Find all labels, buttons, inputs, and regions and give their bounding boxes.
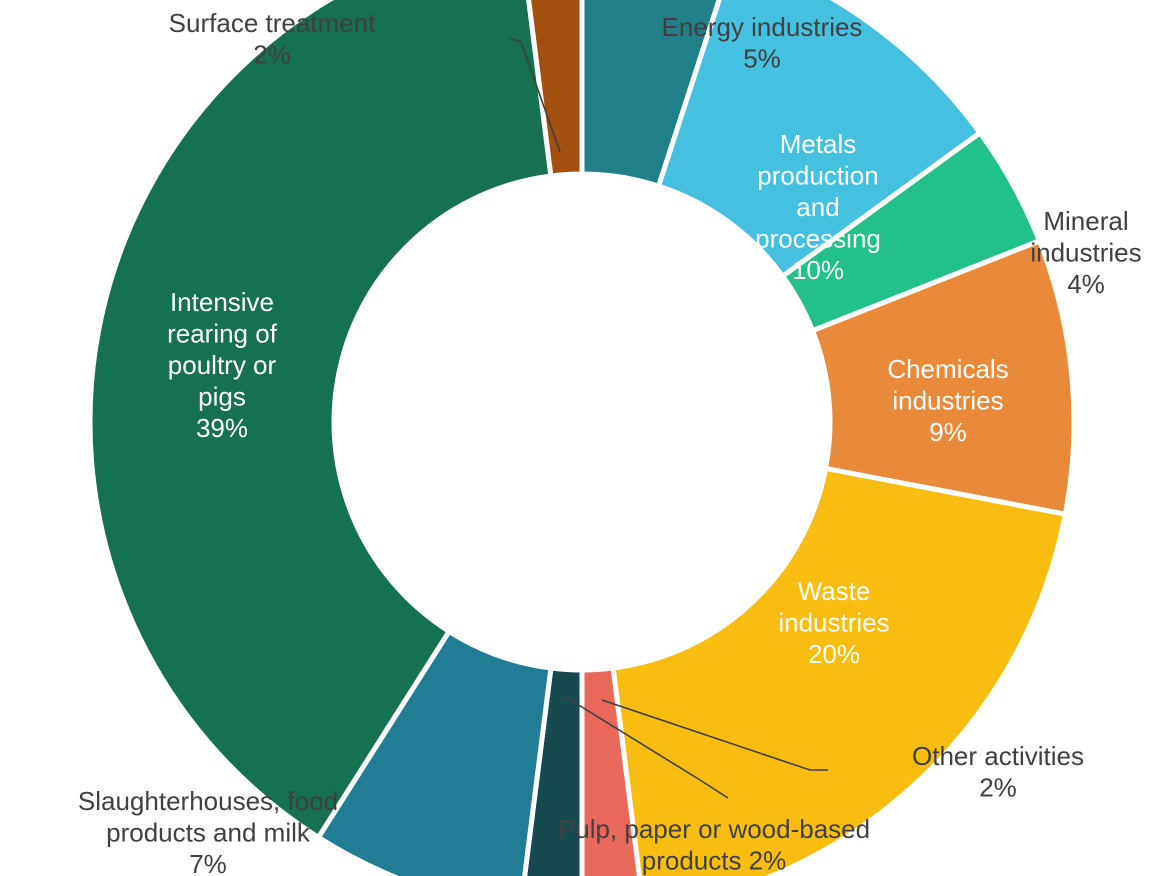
label-mineral-industries: Mineral industries 4% [1030, 206, 1141, 299]
label-energy-industries: Energy industries 5% [662, 12, 863, 74]
label-line: 39% [196, 413, 248, 443]
label-slaughterhouses-food-products-and-milk: Slaughterhouses, food products and milk 7% [78, 786, 338, 876]
label-line: rearing of [167, 319, 278, 349]
label-line: products and milk [106, 818, 311, 848]
slice-labels: Energy industries 5%Metals production and pr… [78, 8, 1142, 876]
label-line: 20% [808, 639, 860, 669]
label-line: industries [892, 386, 1003, 416]
label-line: Other activities [912, 741, 1084, 771]
slice-metals-production-and-processing [656, 0, 983, 279]
label-line: 2% [253, 40, 291, 70]
label-line: 2% [979, 773, 1017, 803]
slice-intensive-rearing-of-poultry-or-pigs [87, 0, 554, 840]
label-other-activities: Other activities 2% [912, 741, 1084, 803]
label-line: Pulp, paper or wood-based [558, 814, 870, 844]
label-line: poultry or [168, 350, 277, 380]
label-line: industries [778, 608, 889, 638]
label-pulp-paper-or-wood-based-products: Pulp, paper or wood-based products 2% [558, 814, 870, 876]
label-surface-treatment: Surface treatment 2% [169, 8, 376, 70]
label-metals-production-and-processing: Metals production and processing 10% [755, 129, 881, 285]
label-line: 10% [792, 255, 844, 285]
label-line: pigs [198, 382, 246, 412]
label-line: Surface treatment [169, 8, 376, 38]
label-line: 9% [929, 417, 967, 447]
donut-slices [87, 0, 1077, 876]
leader-other-activities [601, 699, 828, 771]
label-line: Waste [798, 576, 871, 606]
label-line: 5% [743, 44, 781, 74]
label-line: 4% [1067, 269, 1105, 299]
label-line: processing [755, 224, 881, 254]
leader-pulp-paper [563, 695, 729, 799]
label-line: Mineral [1043, 206, 1128, 236]
label-line: 7% [189, 849, 227, 876]
label-line: industries [1030, 238, 1141, 268]
label-line: Metals [780, 129, 857, 159]
label-intensive-rearing-of-poultry-or-pigs: Intensive rearing of poultry or pigs 39% [167, 287, 278, 443]
leader-surface-treatment [509, 37, 561, 153]
label-chemicals-industries: Chemicals industries 9% [887, 354, 1008, 447]
label-waste-industries: Waste industries 20% [778, 576, 889, 669]
label-line: production [757, 161, 878, 191]
label-line: Chemicals [887, 354, 1008, 384]
label-line: Slaughterhouses, food [78, 786, 338, 816]
slice-surface-treatment [526, 0, 585, 179]
label-line: and [796, 192, 839, 222]
label-line: Intensive [170, 287, 274, 317]
label-line: products 2% [642, 846, 787, 876]
slice-energy-industries [579, 0, 722, 189]
slice-waste-industries [610, 465, 1068, 876]
leader-lines [509, 37, 828, 799]
label-line: Energy industries [662, 12, 863, 42]
slice-chemicals-industries [810, 238, 1077, 517]
